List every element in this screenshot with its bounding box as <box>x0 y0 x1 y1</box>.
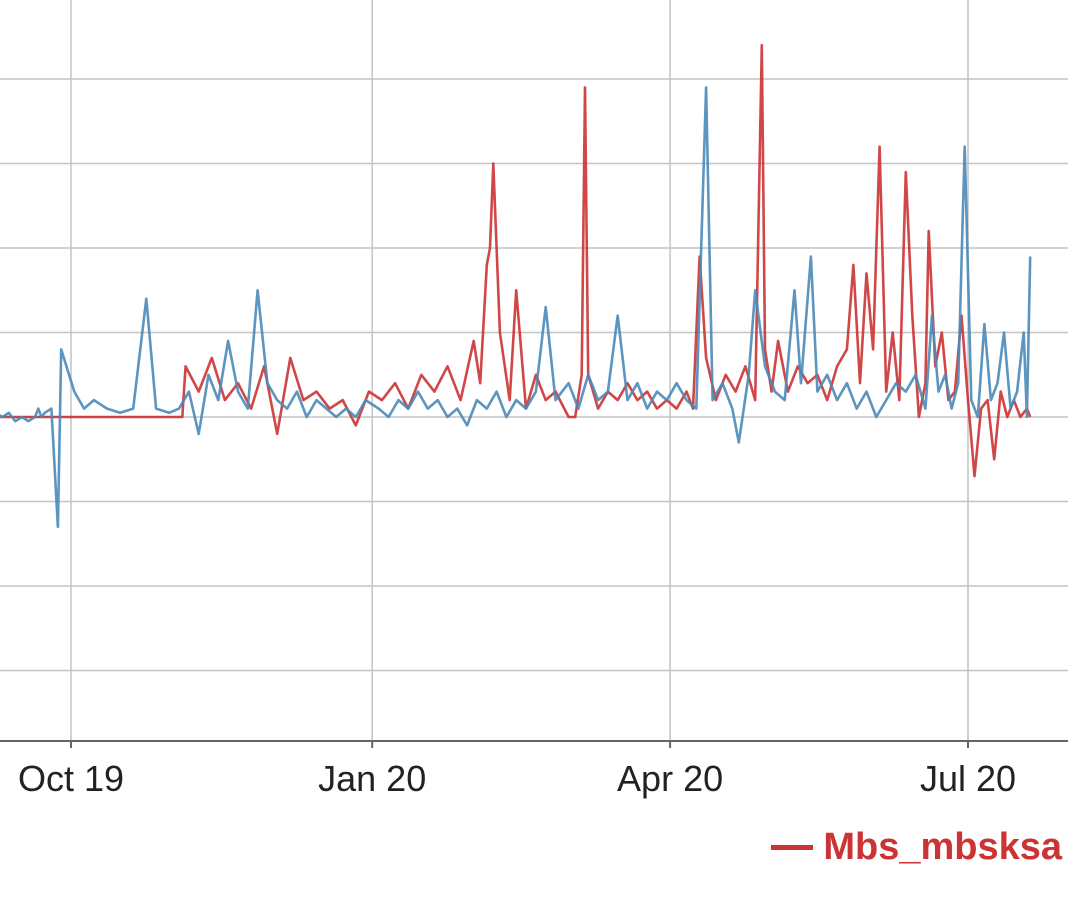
series-line-mbs-mbsksa <box>0 43 1032 478</box>
x-tick-label: Apr 20 <box>617 758 723 799</box>
legend-label-mbs-mbsksa: Mbs_mbsksa <box>823 826 1062 868</box>
x-axis-ticks: Oct 19 Jan 20 Apr 20 Jul 20 <box>18 741 1016 799</box>
chart-grid <box>0 0 1068 741</box>
series-line-blue-1 <box>0 86 1032 529</box>
legend-swatch-mbs-mbsksa <box>771 845 814 850</box>
x-tick-label: Jul 20 <box>920 758 1016 799</box>
x-tick-label: Oct 19 <box>18 758 124 799</box>
x-tick-label: Jan 20 <box>318 758 426 799</box>
series-layer <box>0 43 1032 529</box>
chart-legend: Mbs_mbsksa <box>771 826 1062 869</box>
